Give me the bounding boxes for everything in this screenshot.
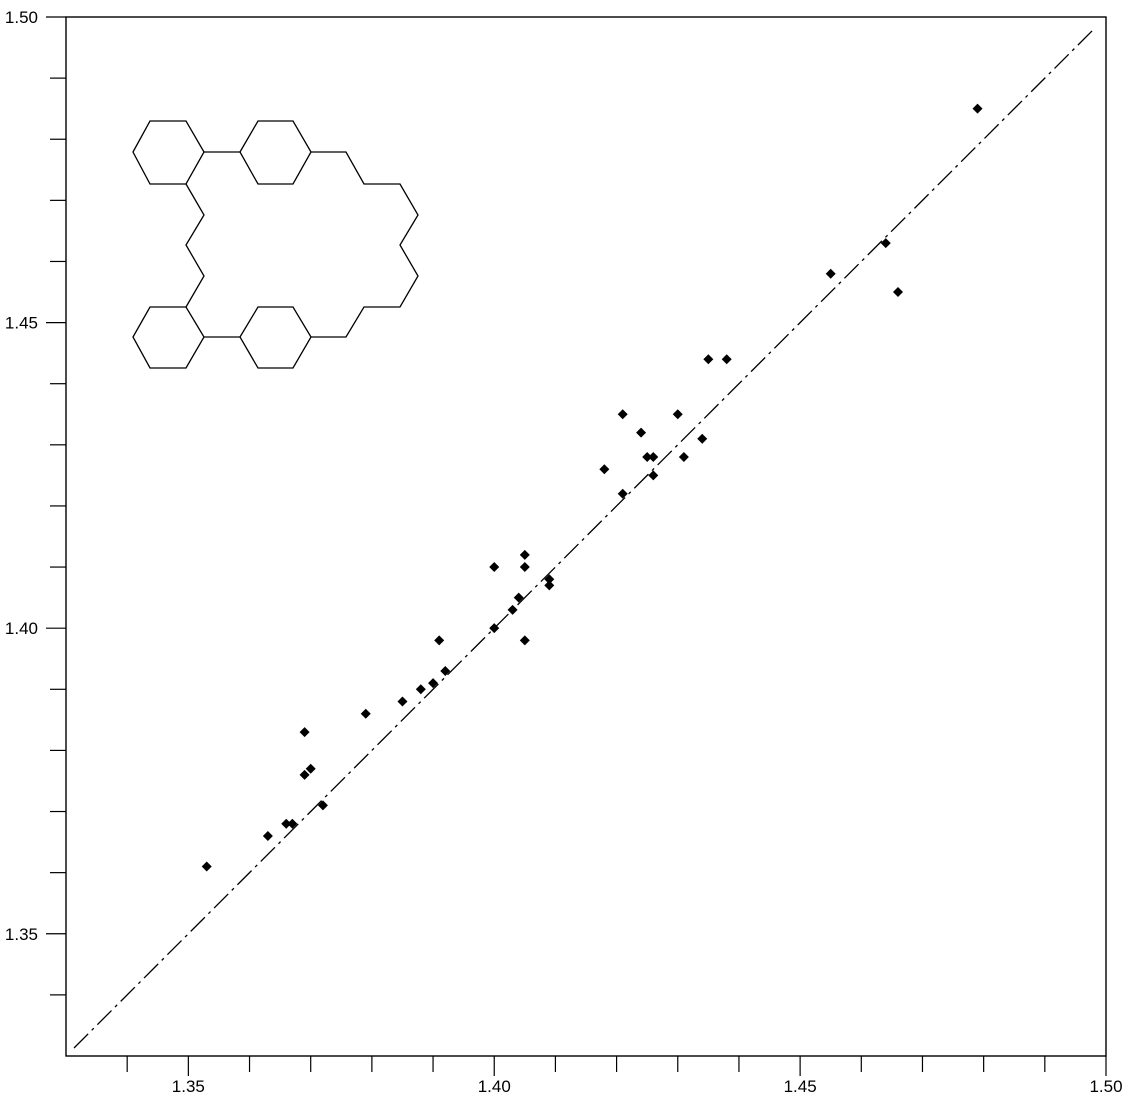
data-point bbox=[678, 452, 689, 463]
reference-diagonal-line bbox=[73, 28, 1095, 1049]
data-point bbox=[721, 354, 732, 365]
data-point bbox=[544, 580, 555, 591]
data-point bbox=[825, 268, 836, 279]
data-point bbox=[880, 238, 891, 249]
data-point bbox=[519, 562, 530, 573]
data-point bbox=[617, 409, 628, 420]
data-point bbox=[544, 574, 555, 585]
data-point bbox=[360, 708, 371, 719]
data-point bbox=[201, 861, 212, 872]
data-point bbox=[262, 830, 273, 841]
y-tick-label: 1.40 bbox=[5, 619, 38, 638]
plot-frame bbox=[65, 16, 1107, 1057]
x-tick-label: 1.40 bbox=[478, 1077, 511, 1096]
data-point bbox=[489, 623, 500, 634]
x-tick-label: 1.50 bbox=[1089, 1077, 1122, 1096]
data-point bbox=[617, 488, 628, 499]
data-point bbox=[642, 452, 653, 463]
chain-left bbox=[185, 183, 205, 308]
data-point bbox=[893, 287, 903, 298]
data-point bbox=[519, 635, 530, 646]
chain-right bbox=[311, 151, 419, 338]
y-tick-label: 1.35 bbox=[5, 925, 38, 944]
data-point bbox=[599, 464, 610, 475]
data-point bbox=[648, 452, 659, 463]
data-point bbox=[428, 678, 439, 689]
data-point bbox=[281, 818, 292, 829]
data-point bbox=[440, 665, 451, 676]
data-point bbox=[299, 769, 310, 780]
data-point bbox=[287, 818, 298, 829]
data-point bbox=[434, 635, 445, 646]
data-point bbox=[513, 592, 524, 603]
data-point bbox=[703, 354, 714, 365]
x-tick-label: 1.45 bbox=[784, 1077, 817, 1096]
data-point bbox=[648, 470, 659, 481]
data-point bbox=[972, 103, 983, 114]
data-point bbox=[299, 727, 310, 738]
data-point bbox=[397, 696, 408, 707]
data-point bbox=[636, 427, 647, 438]
axis-ticks bbox=[46, 16, 1107, 1076]
data-point bbox=[672, 409, 683, 420]
data-point bbox=[519, 549, 530, 560]
y-tick-label: 1.50 bbox=[5, 8, 38, 27]
x-tick-label: 1.35 bbox=[172, 1077, 205, 1096]
data-point bbox=[305, 763, 316, 774]
data-point bbox=[697, 433, 708, 444]
data-point bbox=[415, 684, 426, 695]
data-point bbox=[489, 562, 500, 573]
axis-tick-labels: 1.35 1.40 1.45 1.50 1.35 1.40 1.45 1.50 bbox=[5, 8, 1123, 1096]
data-point bbox=[317, 800, 328, 811]
molecule-structure-diagram bbox=[132, 120, 419, 369]
data-point bbox=[507, 604, 518, 615]
y-tick-label: 1.45 bbox=[5, 314, 38, 333]
data-points bbox=[201, 103, 983, 872]
